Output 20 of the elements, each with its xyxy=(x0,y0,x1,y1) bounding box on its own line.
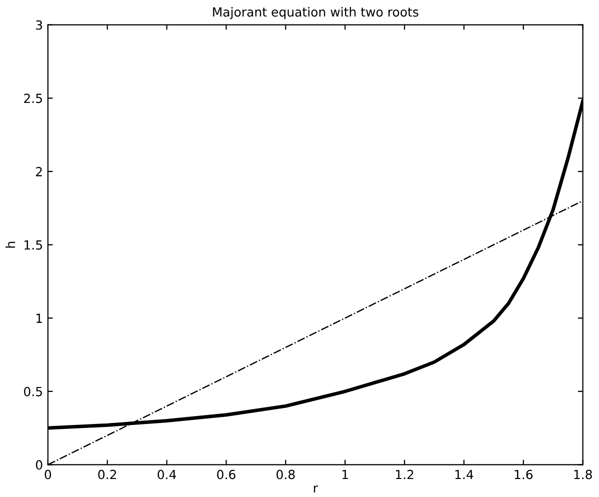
y-axis-title: h xyxy=(6,242,16,248)
x-tick-label: 1.6 xyxy=(514,470,533,480)
y-tick-label: 3 xyxy=(36,20,42,30)
x-tick-label: 0.4 xyxy=(158,470,176,480)
y-tick-label: 2.5 xyxy=(24,94,42,104)
x-axis-title: r xyxy=(314,486,318,493)
x-tick-label: 0.6 xyxy=(217,470,236,480)
x-tick-label: 1.4 xyxy=(455,470,474,480)
x-tick-label: 1.2 xyxy=(396,470,414,480)
y-tick-label: 0.5 xyxy=(24,386,42,396)
y-tick-label: 2 xyxy=(36,166,42,176)
y-tick-label: 1 xyxy=(36,314,42,323)
x-tick-label: 1.8 xyxy=(574,470,592,480)
x-tick-label: 1 xyxy=(342,470,348,480)
y-tick-label: 0 xyxy=(36,460,42,470)
x-tick-label: 0 xyxy=(44,470,52,480)
x-tick-label: 0.8 xyxy=(276,470,295,480)
y-tick-label: 1.5 xyxy=(24,240,42,250)
x-tick-label: 0.2 xyxy=(98,470,116,480)
chart-title: Majorant equation with two roots xyxy=(213,7,418,20)
